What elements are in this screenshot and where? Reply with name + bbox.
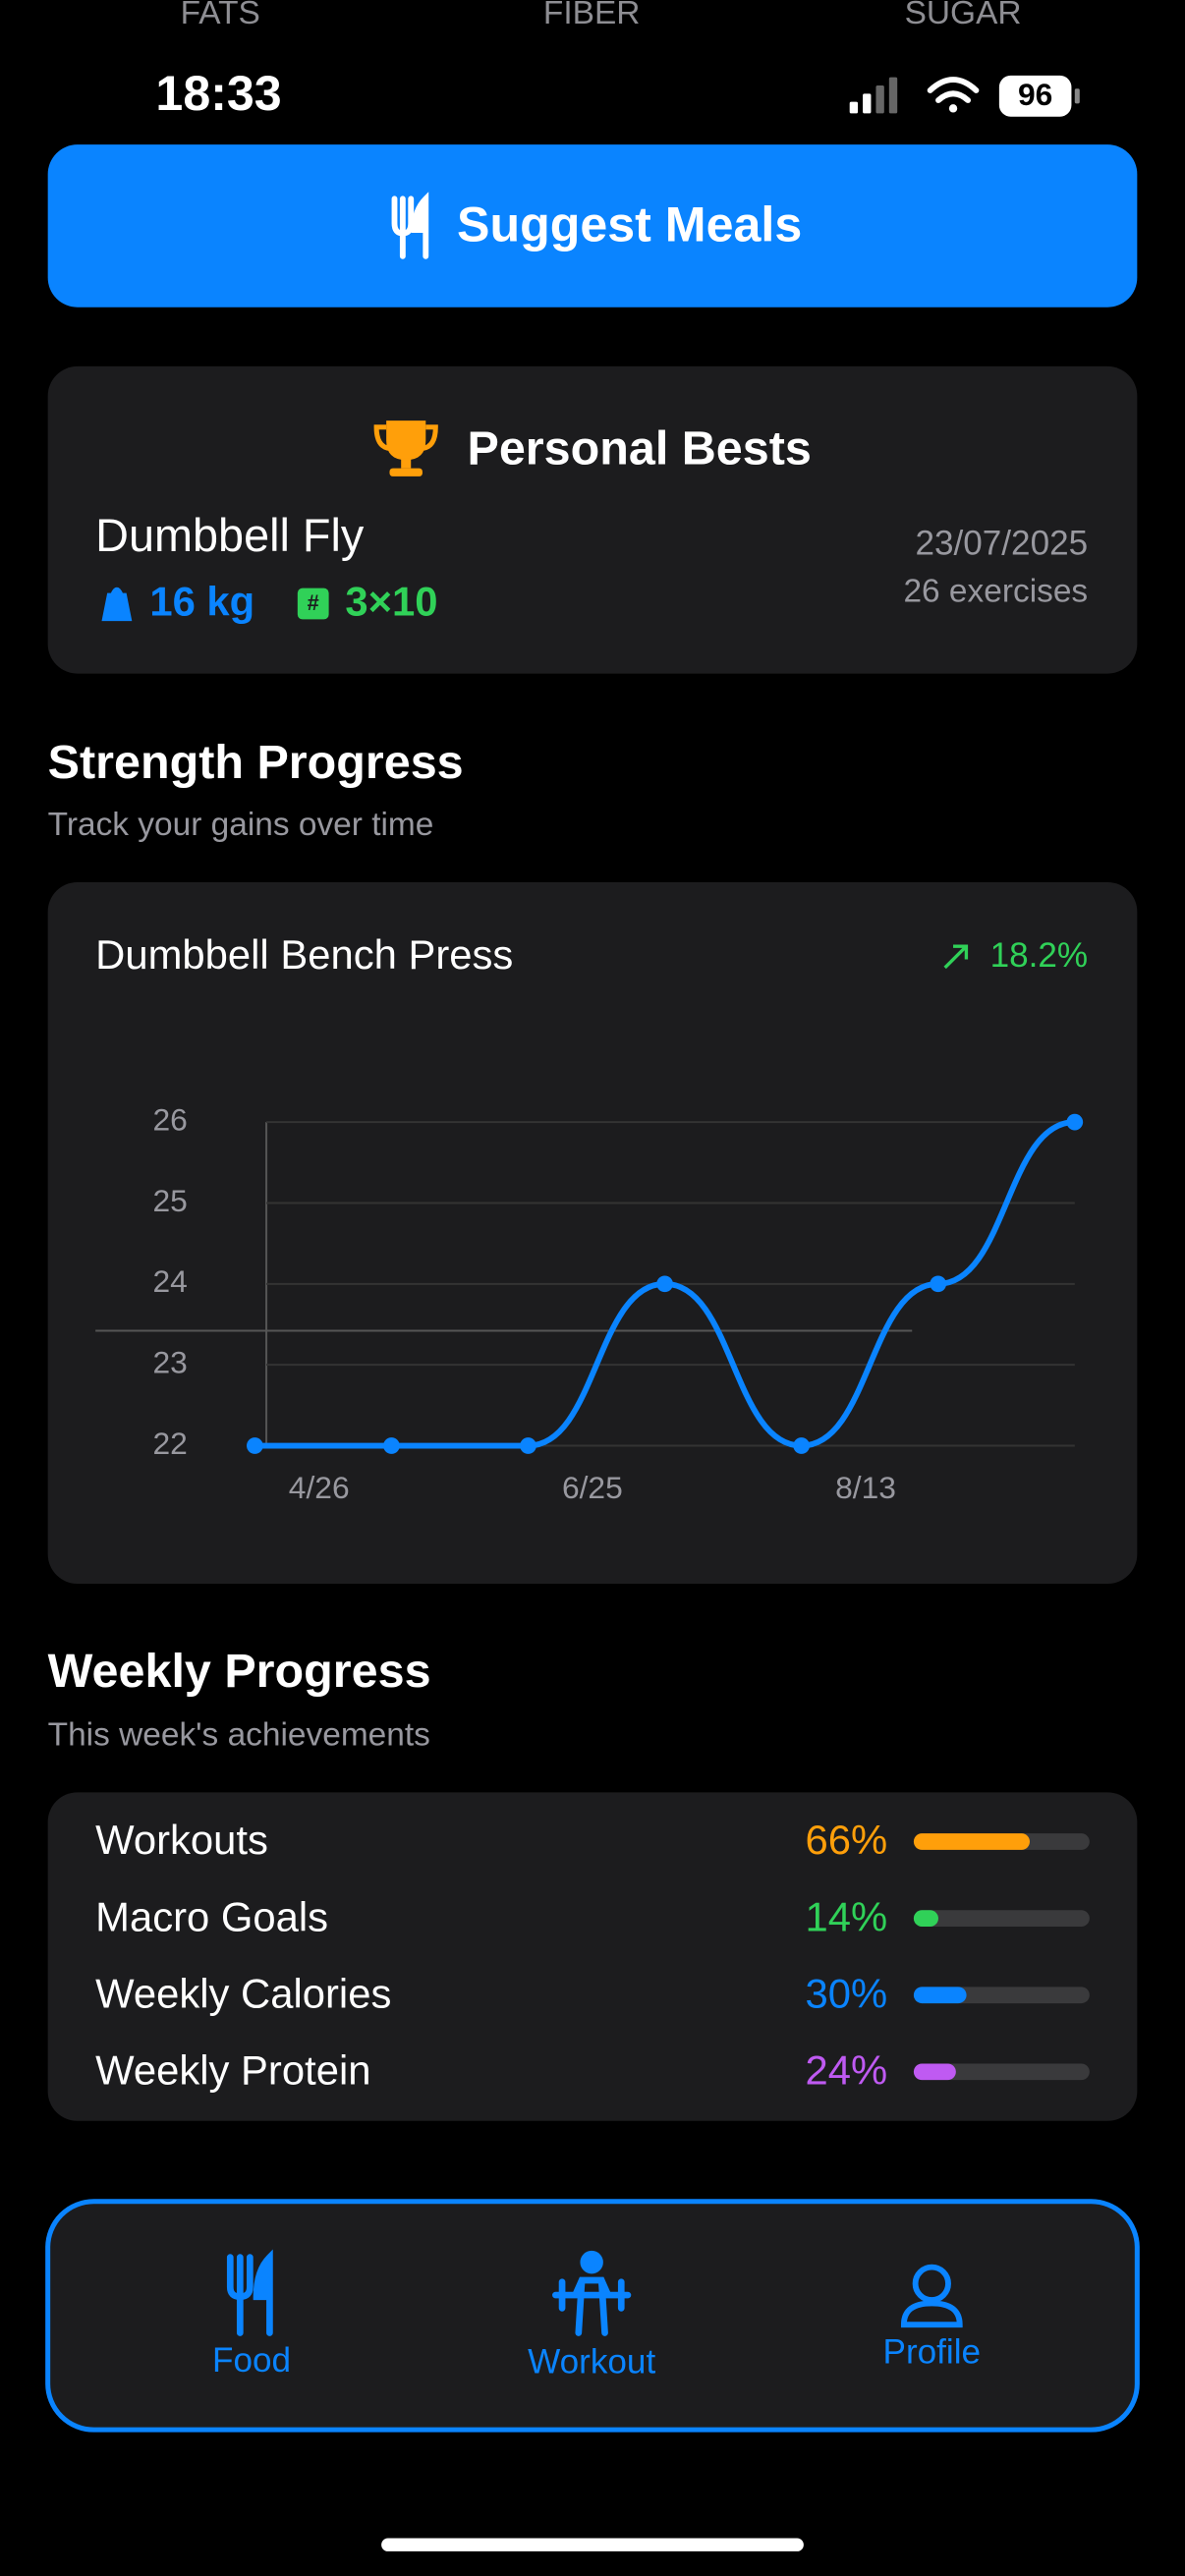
y-tick-label: 22 [152, 1426, 187, 1461]
fork-knife-icon [391, 192, 429, 259]
section-title: Strength Progress [48, 736, 464, 789]
battery-level: 96 [1018, 77, 1052, 112]
y-tick-label: 25 [152, 1183, 187, 1218]
point [793, 1437, 811, 1454]
item-value: 24% [806, 2047, 888, 2094]
progress-bar [913, 1910, 938, 1927]
weekly-list: Workouts 66% Macro Goals 14% Weekly Calories… [95, 1817, 1090, 2094]
weight-icon [101, 587, 133, 622]
y-tick-label: 26 [152, 1101, 187, 1137]
signal [849, 77, 898, 114]
progress-bar [913, 1833, 1031, 1850]
macro-label: SUGAR [905, 0, 1022, 31]
item-label: Workouts [95, 1817, 268, 1863]
macro-label: FATS [181, 0, 260, 31]
trophy-icon [373, 420, 438, 476]
point [247, 1437, 263, 1454]
workout-icon[interactable] [552, 2250, 632, 2336]
y-tick-label: 23 [152, 1345, 187, 1380]
weekly-card [47, 1792, 1138, 2121]
section-subtitle: Track your gains over time [48, 807, 434, 843]
progress-track [913, 1910, 1090, 1927]
chart-change: 18.2% [990, 936, 1089, 975]
trend-arrow [943, 944, 969, 970]
chart-title: Dumbbell Bench Press [95, 931, 513, 978]
time: 18:33 [155, 66, 281, 121]
point [1066, 1113, 1084, 1131]
pb-count: 26 exercises [903, 573, 1088, 609]
x-tick-label: 6/25 [562, 1470, 623, 1505]
line [254, 1119, 1075, 1449]
section-title: Weekly Progress [48, 1645, 431, 1698]
profile-icon[interactable] [900, 2264, 963, 2328]
macro-label: FIBER [543, 0, 640, 31]
home-indicator [381, 2538, 804, 2551]
exercise-name: Dumbbell Fly [95, 510, 365, 561]
item-value: 66% [806, 1817, 888, 1863]
tab-label[interactable]: Profile [883, 2333, 982, 2372]
tab-label[interactable]: Workout [528, 2343, 655, 2381]
item-label: Weekly Protein [95, 2047, 370, 2094]
food-icon[interactable] [226, 2249, 273, 2336]
plot: 22 23 24 25 26 4/26 6/25 8/13 [152, 1101, 1084, 1505]
battery-tip [1074, 88, 1080, 104]
pb-sets: 3×10 [345, 578, 437, 624]
battery [998, 75, 1072, 117]
section-subtitle: This week's achievements [48, 1716, 430, 1753]
progress-bar [913, 2063, 956, 2081]
item-label: Weekly Calories [95, 1970, 391, 2016]
item-value: 14% [806, 1893, 888, 1939]
suggest-button-label[interactable]: Suggest Meals [457, 197, 802, 252]
chart-card [47, 881, 1138, 1584]
point [520, 1437, 536, 1454]
tab-label[interactable]: Food [212, 2341, 291, 2380]
y-tick-label: 24 [152, 1263, 187, 1299]
x-tick-label: 8/13 [835, 1470, 896, 1505]
wifi [927, 77, 980, 113]
pb-weight: 16 kg [149, 578, 254, 624]
item-label: Macro Goals [95, 1893, 328, 1939]
sets-icon [297, 588, 329, 620]
point [930, 1275, 947, 1293]
progress-bar [913, 1987, 967, 2004]
point [383, 1437, 400, 1454]
tab-bar [45, 2199, 1140, 2433]
item-value: 30% [806, 1970, 888, 2016]
section-title: Personal Bests [467, 422, 811, 476]
suggest-button[interactable] [47, 144, 1138, 308]
x-tick-label: 4/26 [289, 1470, 350, 1505]
sets-icon-glyph: # [308, 590, 319, 615]
pb-date: 23/07/2025 [915, 524, 1088, 562]
point [656, 1275, 673, 1293]
progress-track [913, 2063, 1090, 2081]
